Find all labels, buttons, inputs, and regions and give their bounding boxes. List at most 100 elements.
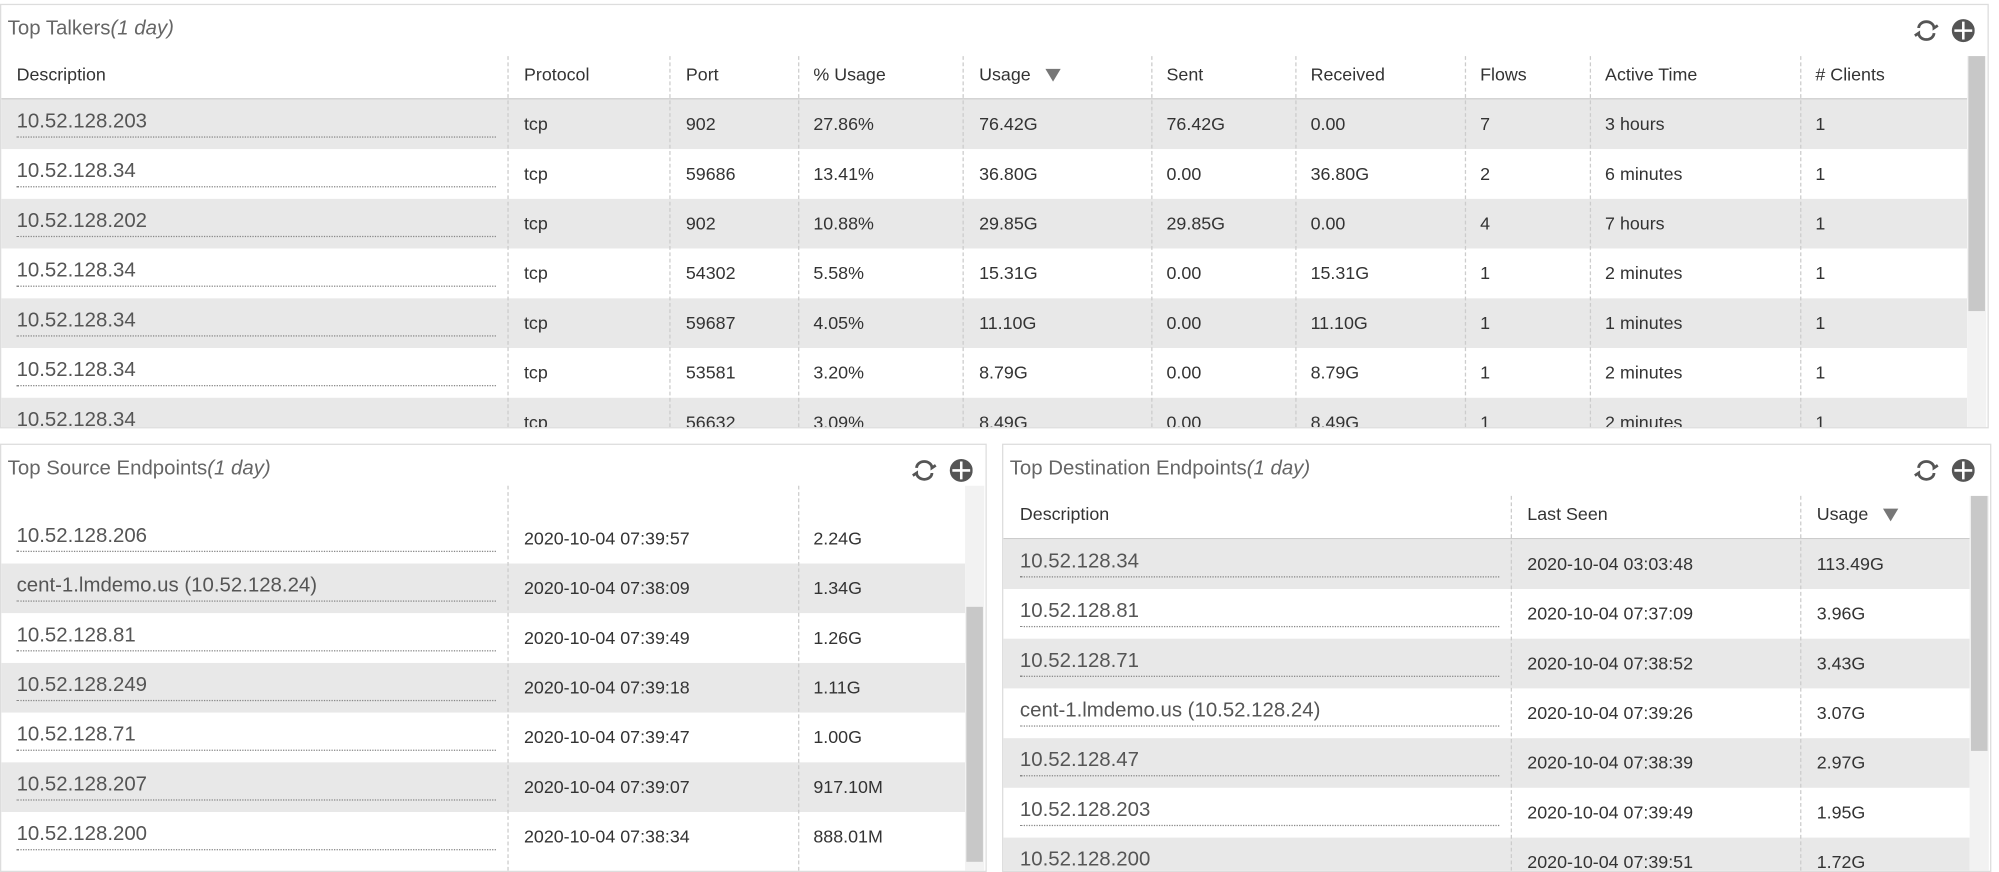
table-cell: 10.88% (813, 212, 874, 234)
column-header[interactable]: Protocol (523, 63, 590, 85)
column-divider (1800, 56, 1802, 428)
column-header[interactable]: % Usage (813, 63, 886, 85)
description-link[interactable]: 10.52.128.47 (1019, 750, 1500, 777)
description-link[interactable]: 10.52.128.200 (1020, 849, 1499, 871)
column-header[interactable]: Received (1310, 63, 1385, 85)
column-header[interactable]: Sent (1166, 63, 1204, 85)
table-cell: 2020-10-04 07:39:47 (523, 726, 690, 748)
table-cell: 2020-10-04 07:39:26 (1527, 702, 1694, 723)
top-source-endpoints-widget: Top Source Endpoints(1 day) 10.52.128.20… (0, 443, 987, 872)
scrollbar-thumb[interactable] (1970, 495, 1988, 751)
period: (1 day) (1246, 457, 1311, 480)
description-link[interactable]: 10.52.128.34 (17, 409, 496, 427)
scrollbar-thumb[interactable] (1968, 56, 1985, 312)
period: (1 day) (207, 457, 271, 480)
table-cell: 36.80G (1310, 163, 1370, 184)
table-cell: 1 minutes (1605, 312, 1683, 333)
description-link[interactable]: 10.52.128.207 (16, 774, 496, 801)
table-cell: 15.31G (1310, 262, 1370, 284)
description-link[interactable]: 10.52.128.203 (16, 111, 496, 138)
table-cell: 15.31G (979, 262, 1038, 284)
description-link[interactable]: 10.52.128.203 (1019, 799, 1500, 827)
column-divider (1151, 56, 1153, 428)
scrollbar-thumb[interactable] (966, 606, 983, 862)
scrollbar[interactable] (1969, 495, 1989, 871)
table-cell: 2020-10-04 07:38:34 (523, 826, 690, 847)
widget-title: Top Talkers(1 day) (8, 18, 174, 41)
table-row: cent-1.lmdemo.us (10.52.128.24) 2020-10-0… (1, 563, 966, 614)
table-body: 10.52.128.34 2020-10-04 03:03:48 113.49G 10… (1003, 539, 1970, 871)
table-row: 10.52.128.81 2020-10-04 07:37:09 3.96G (1003, 588, 1970, 639)
table-row: 10.52.128.206 2020-10-04 07:39:57 2.24G (1, 513, 966, 564)
widget-icons[interactable] (1914, 456, 1975, 484)
table-cell: 5.58% (813, 262, 864, 284)
scrollbar[interactable] (965, 485, 985, 871)
column-divider (962, 56, 964, 428)
description-link[interactable]: 10.52.128.71 (16, 724, 496, 751)
table-cell: 0.00 (1310, 113, 1346, 134)
table-cell: 59687 (685, 312, 736, 333)
table-cell: 1 (1480, 262, 1491, 284)
table-cell: tcp (523, 411, 548, 428)
widget-icons[interactable] (1914, 17, 1975, 45)
table-cell: 3.43G (1816, 652, 1866, 674)
table-cell: 0.00 (1166, 163, 1202, 184)
description-link[interactable]: 10.52.128.206 (16, 525, 496, 553)
table-cell: 8.49G (979, 411, 1028, 428)
description-link[interactable]: 10.52.128.34 (16, 360, 496, 387)
table-row: cent-1.lmdemo.us (10.52.128.24) 2020-10-0… (1003, 688, 1970, 739)
table-cell: 2020-10-04 03:03:48 (1527, 553, 1694, 574)
table-cell: 7 hours (1605, 212, 1665, 234)
table-cell: 27.86% (813, 113, 874, 134)
description-link[interactable]: 10.52.128.202 (16, 210, 496, 238)
description-link[interactable]: 10.52.128.34 (1019, 551, 1500, 578)
description-link[interactable]: 10.52.128.200 (16, 824, 496, 851)
top-talkers-widget: Top Talkers(1 day) Description Protocol Po… (0, 3, 1989, 429)
table-row: 10.52.128.249 2020-10-04 07:39:18 1.11G (1, 662, 966, 713)
table-cell: 53581 (685, 362, 736, 383)
description-link[interactable]: 10.52.128.34 (16, 310, 496, 337)
table-cell: 36.80G (979, 163, 1038, 184)
widget-icons[interactable] (912, 456, 973, 484)
description-link[interactable]: 10.52.128.34 (16, 260, 496, 287)
description-link[interactable]: cent-1.lmdemo.us (10.52.128.24) (16, 575, 496, 602)
table-row: 10.52.128.203 2020-10-04 07:39:49 1.95G (1003, 787, 1970, 838)
description-link[interactable]: 10.52.128.81 (16, 625, 496, 652)
table-cell: 0.00 (1166, 411, 1202, 428)
column-header[interactable]: # Clients (1815, 63, 1885, 85)
column-header[interactable]: Description (1019, 503, 1110, 524)
table-cell: 76.42G (979, 113, 1038, 134)
table-cell: 0.00 (1166, 312, 1202, 333)
table-cell: 59686 (685, 163, 736, 184)
table-cell: 1.11G (813, 676, 861, 698)
table-cell: 1 (1815, 113, 1826, 134)
description-link[interactable]: 10.52.128.71 (1019, 650, 1500, 677)
column-header[interactable]: Usage (979, 64, 1061, 84)
table-cell: 1.72G (1816, 851, 1866, 871)
period: (1 day) (110, 17, 174, 40)
table-row: 10.52.128.34 tcp 54302 5.58% 15.31G 0.00 15.31… (1, 248, 1968, 299)
column-header[interactable]: Port (685, 63, 719, 85)
description-link[interactable]: 10.52.128.81 (1019, 600, 1500, 628)
table-cell: 917.10M (813, 776, 883, 797)
table-cell: 902 (685, 212, 716, 234)
table-cell: 1 (1815, 362, 1826, 383)
title: Top Source Endpoints (7, 457, 208, 480)
table-row: 10.52.128.207 2020-10-04 07:39:07 917.10M (1, 762, 966, 813)
scrollbar[interactable] (1967, 56, 1987, 428)
description-link[interactable]: 10.52.128.34 (16, 161, 496, 188)
table-cell: 8.49G (1310, 411, 1360, 428)
column-header[interactable]: Last Seen (1527, 503, 1608, 524)
description-link[interactable]: 10.52.128.249 (16, 674, 496, 702)
column-divider (798, 485, 800, 871)
column-header[interactable]: Flows (1480, 63, 1527, 85)
table-cell: tcp (523, 212, 548, 234)
description-link[interactable]: cent-1.lmdemo.us (10.52.128.24) (1019, 700, 1500, 727)
table-row: 10.52.128.34 tcp 53581 3.20% 8.79G 0.00 8.79G 1… (1, 348, 1968, 398)
table-row: 10.52.128.71 2020-10-04 07:39:47 1.00G (1, 712, 966, 763)
column-header[interactable]: Description (16, 63, 106, 85)
column-header[interactable]: Active Time (1605, 63, 1698, 85)
table-cell: 8.79G (1310, 362, 1360, 383)
column-header[interactable]: Usage (1817, 504, 1899, 524)
